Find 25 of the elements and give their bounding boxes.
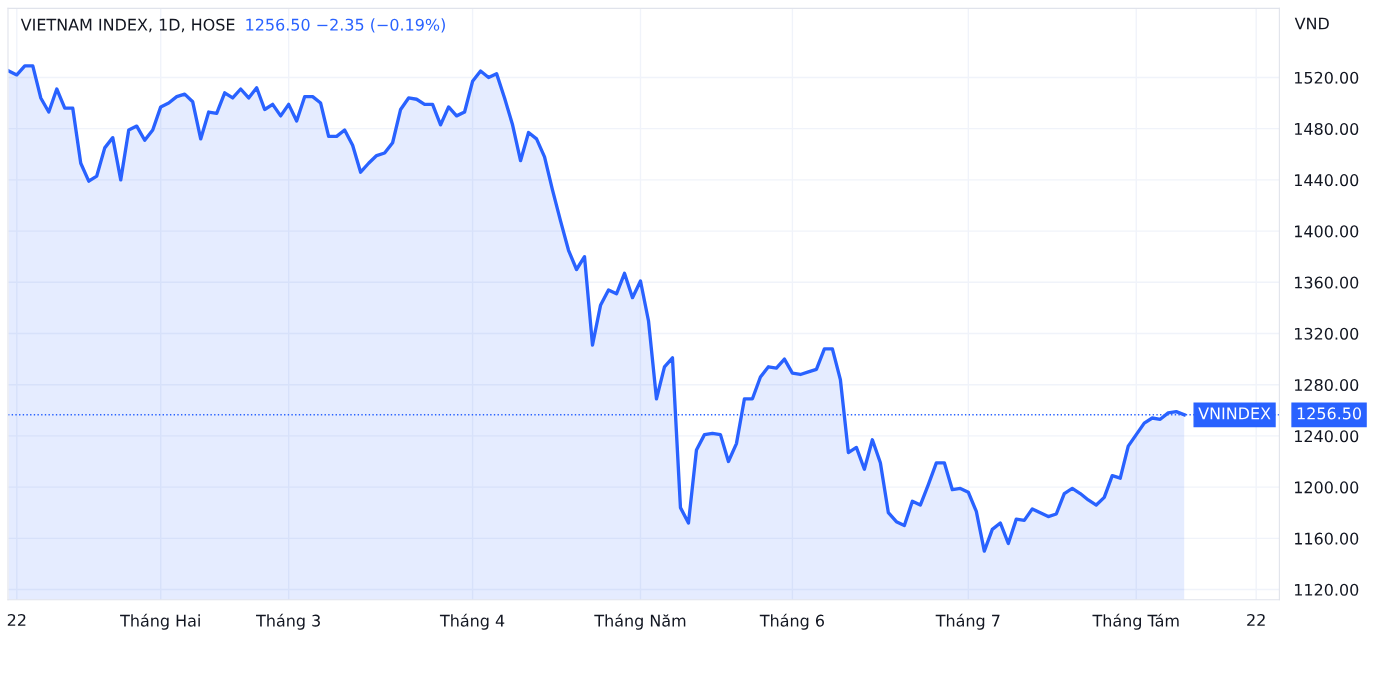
- text: VIETNAM INDEX, 1D, HOSE: [20, 18, 235, 33]
- x-tick-label: Tháng 6: [759, 613, 824, 630]
- y-tick-label: 1360.00: [1295, 276, 1359, 289]
- y-tick-label: 1400.00: [1295, 225, 1359, 238]
- y-tick-label: 1440.00: [1295, 174, 1359, 187]
- y-tick-label: 1240.00: [1295, 430, 1359, 443]
- text: 1256.50 −2.35 (−0.19%): [246, 18, 445, 33]
- ref-line-label: VNINDEX: [1198, 407, 1271, 420]
- y-tick-label: 1320.00: [1295, 327, 1359, 340]
- y-tick-label: 1480.00: [1295, 122, 1359, 135]
- y-tick-label: 1200.00: [1295, 481, 1359, 494]
- y-tick-label: 1280.00: [1295, 378, 1359, 392]
- text: 1256.50: [1297, 407, 1362, 420]
- x-tick-label: Tháng Tám: [1092, 613, 1179, 630]
- x-tick-label: Tháng Hai: [120, 613, 200, 630]
- x-tick-label: Tháng Năm: [594, 613, 686, 630]
- y-tick-label: 1160.00: [1295, 532, 1359, 545]
- x-tick-label: Tháng 7: [935, 613, 1000, 630]
- x-tick-label: Tháng 4: [439, 613, 505, 630]
- x-tick-label: 22: [7, 613, 26, 626]
- x-tick-label: 22: [1247, 613, 1265, 626]
- x-tick-label: Tháng 3: [256, 613, 320, 630]
- y-tick-label: 1120.00: [1295, 583, 1359, 596]
- y-tick-label: 1520.00: [1295, 71, 1359, 84]
- y-axis-title: VND: [1294, 17, 1329, 30]
